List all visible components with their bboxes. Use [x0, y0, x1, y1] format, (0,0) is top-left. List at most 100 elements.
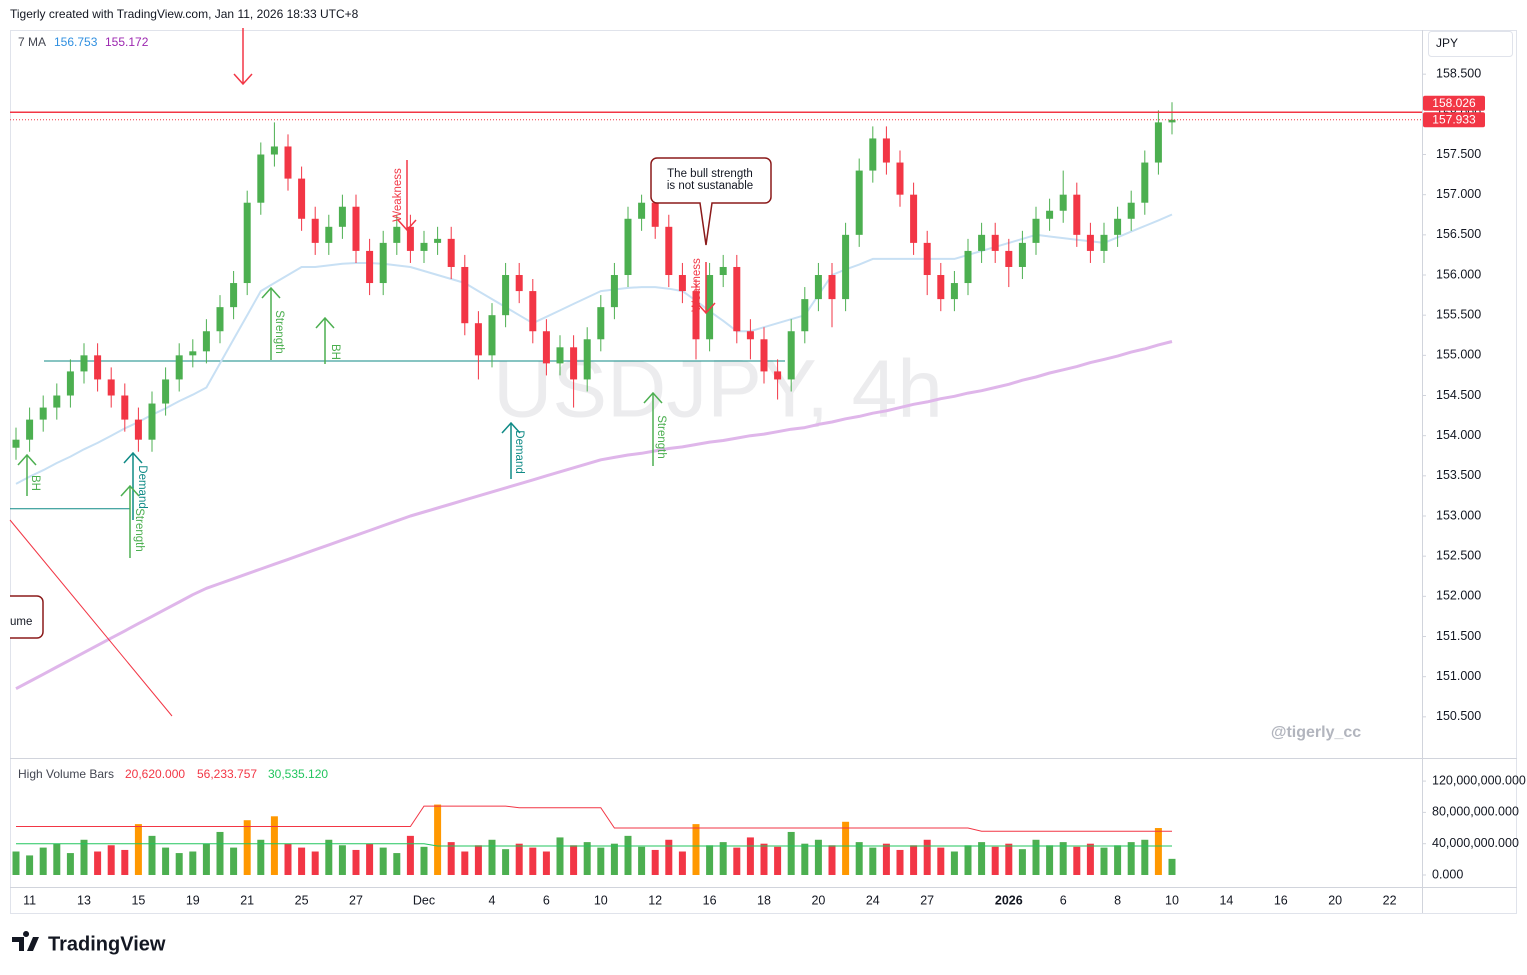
credit: Tigerly created with TradingView.com, Ja…	[10, 7, 359, 21]
y-tick-label: 155.000	[1436, 348, 1481, 362]
candle-body	[474, 323, 482, 356]
candle-body	[325, 226, 333, 243]
volume-bar	[311, 851, 319, 875]
x-tick-label: 10	[594, 893, 608, 907]
x-tick-label: 12	[648, 893, 662, 907]
x-tick-label: Dec	[413, 893, 435, 907]
candle-body	[53, 395, 61, 408]
candle-body	[1168, 119, 1176, 123]
candle-body	[1032, 218, 1040, 243]
candle-body	[80, 355, 88, 372]
candle-body	[420, 242, 428, 251]
volume-bar	[746, 837, 754, 875]
candle-body	[651, 202, 659, 227]
candle-body	[706, 275, 714, 340]
candle-body	[270, 146, 278, 155]
candle-body	[991, 234, 999, 251]
volume-bar	[842, 821, 850, 875]
annotation: Weakness	[392, 168, 404, 222]
candle-body	[515, 275, 523, 292]
x-tick-label: 16	[1274, 893, 1288, 907]
candle-body	[393, 226, 401, 243]
candle-body	[406, 226, 414, 251]
candle-body	[134, 419, 142, 440]
x-tick-label: 8	[1114, 893, 1121, 907]
x-tick-label: 16	[703, 893, 717, 907]
candle-body	[624, 218, 632, 276]
candle-body	[1059, 194, 1067, 211]
volume-bar	[964, 845, 972, 875]
y-tick-label: 153.500	[1436, 468, 1481, 482]
arrow	[17, 453, 37, 496]
candle-body	[910, 194, 918, 243]
candle-body	[950, 283, 958, 300]
y-tick-label: 0.000	[1432, 867, 1463, 881]
volume-bar	[1032, 839, 1040, 875]
volume-bar	[53, 843, 61, 875]
candle-body	[94, 355, 102, 380]
price-tag	[1423, 95, 1485, 111]
volume-bar	[828, 845, 836, 875]
candle-body	[814, 275, 822, 300]
annotation: BH	[29, 475, 41, 491]
volume-bar	[94, 851, 102, 875]
volume-bar	[733, 847, 741, 875]
y-tick-label: 153.000	[1436, 508, 1481, 522]
candle-body	[1154, 122, 1162, 163]
candle-body	[352, 206, 360, 251]
volume-bar	[583, 842, 591, 875]
volume-bar	[950, 851, 958, 875]
callout-text: ume	[10, 616, 32, 628]
candle-body	[39, 407, 47, 420]
volume-bar	[556, 837, 564, 875]
volume-bar	[1168, 858, 1176, 875]
volume-bar	[1059, 842, 1067, 875]
annotation: Demand	[513, 430, 525, 473]
volume-bar	[243, 820, 251, 875]
candle-body	[12, 439, 20, 448]
callout	[10, 595, 44, 639]
candle-body	[855, 170, 863, 235]
volume-bar	[216, 831, 224, 875]
volume-bar	[665, 839, 673, 875]
y-tick-label: 157.500	[1436, 147, 1481, 161]
candle-body	[923, 242, 931, 276]
candle-body	[1141, 162, 1149, 203]
price-tag-label: 158.026	[1432, 96, 1476, 110]
legend-value: 155.172	[105, 35, 149, 49]
callout-text: The bull strength	[667, 168, 753, 180]
candle-body	[243, 202, 251, 284]
volume-bar	[366, 843, 374, 875]
candle-body	[733, 266, 741, 332]
volume-bar	[923, 839, 931, 875]
volume-bar	[896, 849, 904, 875]
x-tick-label: 19	[186, 893, 200, 907]
volume-bar	[461, 851, 469, 875]
candle-body	[1100, 234, 1108, 251]
x-tick-label: 2026	[995, 893, 1023, 907]
candle-body	[162, 379, 170, 404]
legend-value: 156.753	[54, 35, 98, 49]
volume-bar	[257, 839, 265, 875]
x-tick-label: 10	[1165, 893, 1179, 907]
volume-bar	[597, 847, 605, 875]
volume-bar	[352, 849, 360, 875]
x-tick-label: 22	[1383, 893, 1397, 907]
candle-body	[1127, 202, 1135, 219]
callout	[650, 157, 772, 246]
volume-bar	[393, 853, 401, 875]
volume-bar	[678, 851, 686, 875]
volume-bar	[1086, 843, 1094, 875]
candle-body	[502, 275, 510, 316]
volume-bar	[325, 839, 333, 875]
x-tick-label: 6	[543, 893, 550, 907]
candle-body	[284, 146, 292, 179]
signature: @tigerly_cc	[1271, 724, 1361, 741]
legend-value: 30,535.120	[268, 767, 328, 781]
volume-bar	[787, 831, 795, 875]
volume-bar	[801, 843, 809, 875]
candle-body	[570, 347, 578, 380]
candle-body	[869, 138, 877, 171]
